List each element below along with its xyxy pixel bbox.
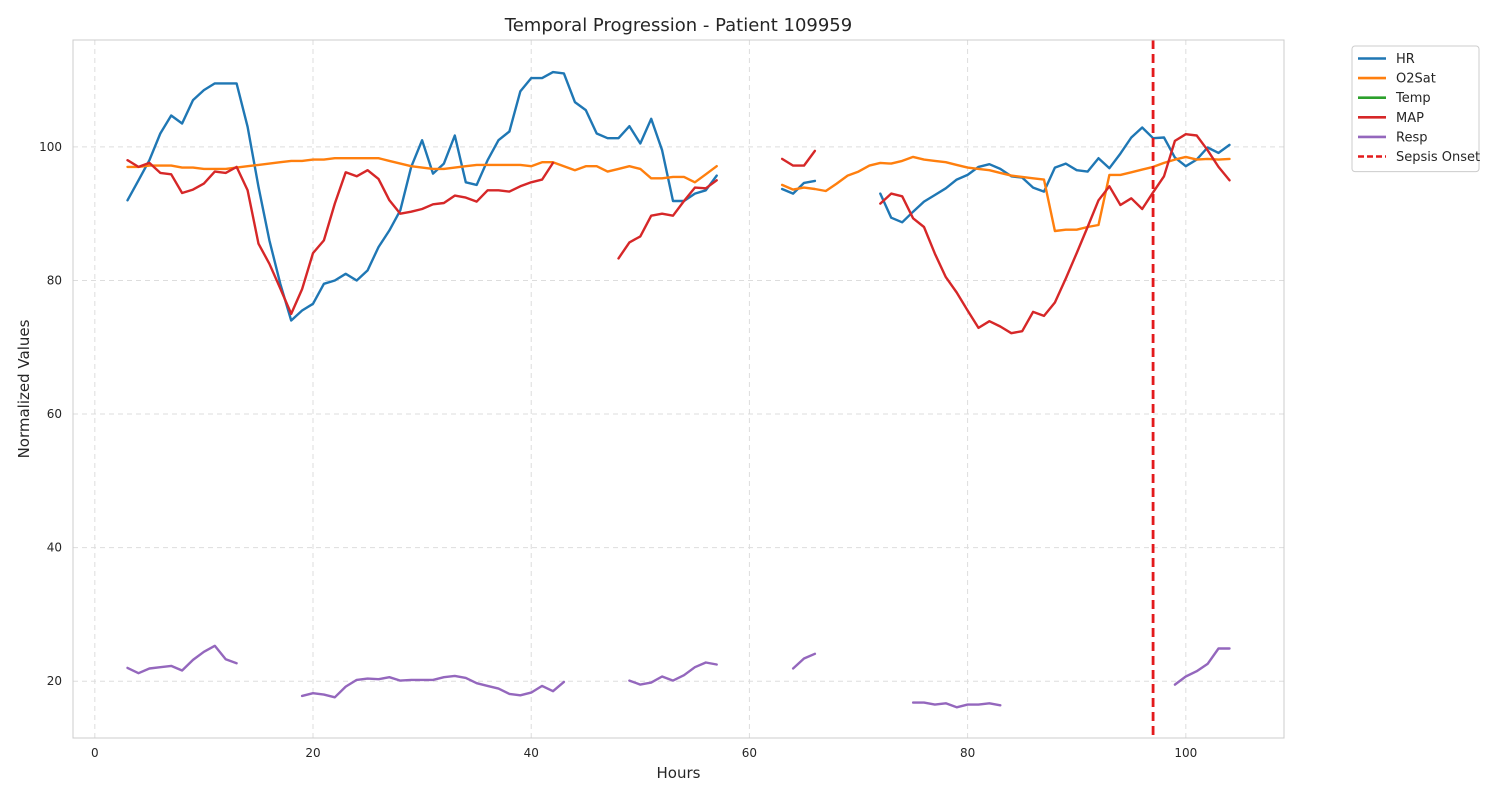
- y-tick-label: 80: [47, 273, 62, 287]
- series-line-o2sat: [126, 156, 718, 184]
- y-tick-label: 20: [47, 674, 62, 688]
- legend-label-resp: Resp: [1396, 130, 1427, 145]
- x-tick-label: 20: [305, 746, 320, 760]
- x-tick-label: 60: [742, 746, 757, 760]
- series-line-resp: [126, 644, 238, 675]
- series-line-resp: [628, 661, 718, 686]
- series-line-resp: [791, 652, 817, 670]
- x-tick-label: 100: [1174, 746, 1197, 760]
- chart-title: Temporal Progression - Patient 109959: [504, 15, 852, 36]
- y-axis-label: Normalized Values: [15, 319, 33, 458]
- series-line-map: [780, 149, 817, 167]
- legend-label-hr: HR: [1396, 52, 1415, 67]
- series-line-o2sat: [780, 155, 1231, 233]
- x-tick-label: 40: [524, 746, 539, 760]
- grid: [73, 40, 1284, 738]
- series-line-resp: [300, 674, 566, 699]
- legend-label-temp: Temp: [1395, 91, 1431, 106]
- series-line-map: [126, 158, 555, 316]
- legend-label-map: MAP: [1396, 111, 1424, 126]
- series-line-map: [617, 179, 718, 260]
- ticks: 0 20 40 60 80 100 20 40 60 80 100: [39, 140, 1197, 760]
- x-tick-label: 80: [960, 746, 975, 760]
- x-axis-label: Hours: [657, 764, 701, 782]
- x-tick-label: 0: [91, 746, 99, 760]
- y-tick-label: 40: [47, 541, 62, 555]
- series-group: [126, 70, 1231, 709]
- y-tick-label: 60: [47, 407, 62, 421]
- series-line-resp: [911, 701, 1002, 709]
- legend-label-sepsis-onset: Sepsis Onset: [1396, 150, 1480, 165]
- y-tick-label: 100: [39, 140, 62, 154]
- series-line-map: [879, 132, 1231, 335]
- legend: HR O2Sat Temp MAP Resp Sepsis Onset: [1351, 45, 1480, 173]
- plot-frame: [72, 39, 1285, 739]
- legend-label-o2sat: O2Sat: [1396, 72, 1436, 87]
- series-line-resp: [1173, 647, 1231, 686]
- series-line-hr: [126, 70, 718, 322]
